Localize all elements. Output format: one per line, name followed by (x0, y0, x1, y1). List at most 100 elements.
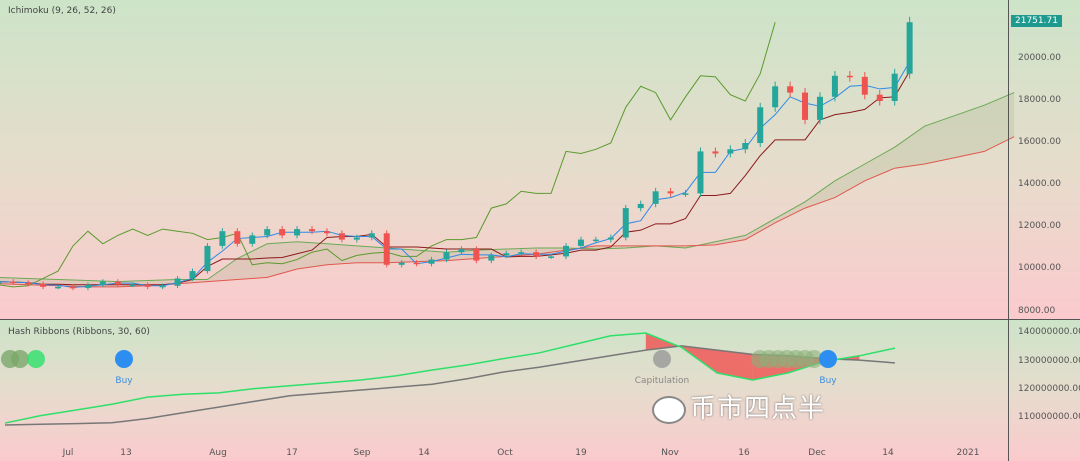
buy-marker (819, 350, 837, 368)
hash-ribbons-pane[interactable] (0, 320, 1080, 461)
candle-body (174, 278, 181, 286)
candle-body (55, 286, 62, 289)
watermark: 币市四点半 (690, 394, 826, 424)
recovery-marker (805, 350, 823, 368)
candle-body (563, 245, 569, 257)
candle-body (219, 231, 226, 246)
date-label: 2021 (956, 448, 980, 458)
candle-body (0, 281, 2, 284)
candle-body (607, 237, 614, 240)
candle-body (787, 86, 794, 93)
candle-body (189, 271, 196, 279)
hash-tick: 120000000.00 (1018, 384, 1080, 394)
candle-body (757, 107, 764, 143)
candle-body (592, 239, 599, 242)
candle-body (876, 94, 883, 101)
candle-body (413, 262, 420, 265)
candle-body (25, 282, 32, 285)
price-tick: 20000.00 (1018, 53, 1061, 63)
candle-body (383, 233, 390, 265)
date-label: 14 (418, 448, 430, 458)
candle-body (204, 245, 211, 272)
candle-body (40, 283, 47, 287)
hash-tick: 110000000.00 (1018, 412, 1080, 422)
candle-body (428, 259, 435, 264)
candle-body (84, 284, 91, 288)
date-label: 13 (120, 448, 132, 458)
candle-body (727, 149, 734, 154)
candle-body (159, 285, 166, 288)
date-label: 17 (286, 448, 298, 458)
candle-body (682, 193, 689, 195)
wechat-icon (652, 396, 686, 424)
candle-body (518, 252, 525, 254)
candle-body (473, 249, 480, 261)
candle-body (577, 239, 584, 246)
candle-body (144, 284, 151, 287)
date-label: Aug (209, 448, 227, 458)
last-price-label: 21751.71 (1011, 15, 1062, 27)
hash-slow-line (4, 345, 896, 426)
candle-body (906, 22, 913, 74)
hash-fast-line (4, 332, 896, 424)
candle-body (503, 253, 510, 256)
candle-body (264, 229, 271, 236)
recovery-marker (11, 350, 29, 368)
candle-body (99, 281, 106, 285)
candle-body (114, 281, 121, 285)
buy-marker (115, 350, 133, 368)
date-label: Dec (808, 448, 826, 458)
buy-signal-label: Buy (115, 376, 133, 386)
ichimoku-legend[interactable]: Ichimoku (9, 26, 52, 26) (8, 6, 116, 16)
candle-body (667, 191, 674, 194)
candle-body (279, 229, 286, 236)
candle-body (712, 151, 719, 154)
capitulation-marker (653, 350, 671, 368)
price-tick: 14000.00 (1018, 179, 1061, 189)
candle-body (234, 231, 241, 244)
candle-body (129, 284, 136, 287)
hash-tick: 130000000.00 (1018, 356, 1080, 366)
capitulation-area (717, 350, 753, 381)
capitulation-label: Capitulation (634, 376, 690, 386)
candle-body (368, 233, 375, 238)
price-tick: 16000.00 (1018, 137, 1061, 147)
price-tick: 18000.00 (1018, 95, 1061, 105)
leading-span-a (0, 92, 1015, 283)
candle-body (622, 208, 629, 238)
candle-body (548, 256, 555, 258)
price-tick: 10000.00 (1018, 263, 1061, 273)
candle-body (637, 203, 644, 209)
date-label: 16 (738, 448, 750, 458)
candle-body (398, 262, 405, 265)
candle-body (338, 233, 345, 240)
candle-body (249, 235, 256, 244)
candle-body (443, 252, 450, 260)
candle-body (294, 229, 301, 236)
candle-body (652, 191, 659, 204)
candle-body (533, 252, 540, 257)
candle-body (10, 281, 17, 284)
ichimoku-cloud (0, 92, 1015, 287)
candle-body (458, 249, 465, 253)
date-label: Nov (661, 448, 679, 458)
candle-body (846, 75, 853, 78)
hash-ribbons-legend[interactable]: Hash Ribbons (Ribbons, 30, 60) (8, 327, 150, 337)
candle-body (772, 86, 779, 108)
date-label: 19 (575, 448, 587, 458)
price-tick: 8000.00 (1018, 306, 1056, 316)
candle-body (802, 92, 809, 120)
candle-body (697, 151, 704, 194)
candle-body (488, 255, 495, 261)
price-tick: 12000.00 (1018, 221, 1061, 231)
date-label: Sep (353, 448, 371, 458)
candle-body (816, 96, 823, 120)
leading-span-b (0, 136, 1015, 288)
hash-tick: 140000000.00 (1018, 327, 1080, 337)
date-label: 14 (882, 448, 894, 458)
price-pane[interactable] (0, 0, 1080, 319)
pane-divider[interactable] (0, 319, 1080, 320)
recovery-marker (27, 350, 45, 368)
candle-body (742, 143, 749, 150)
